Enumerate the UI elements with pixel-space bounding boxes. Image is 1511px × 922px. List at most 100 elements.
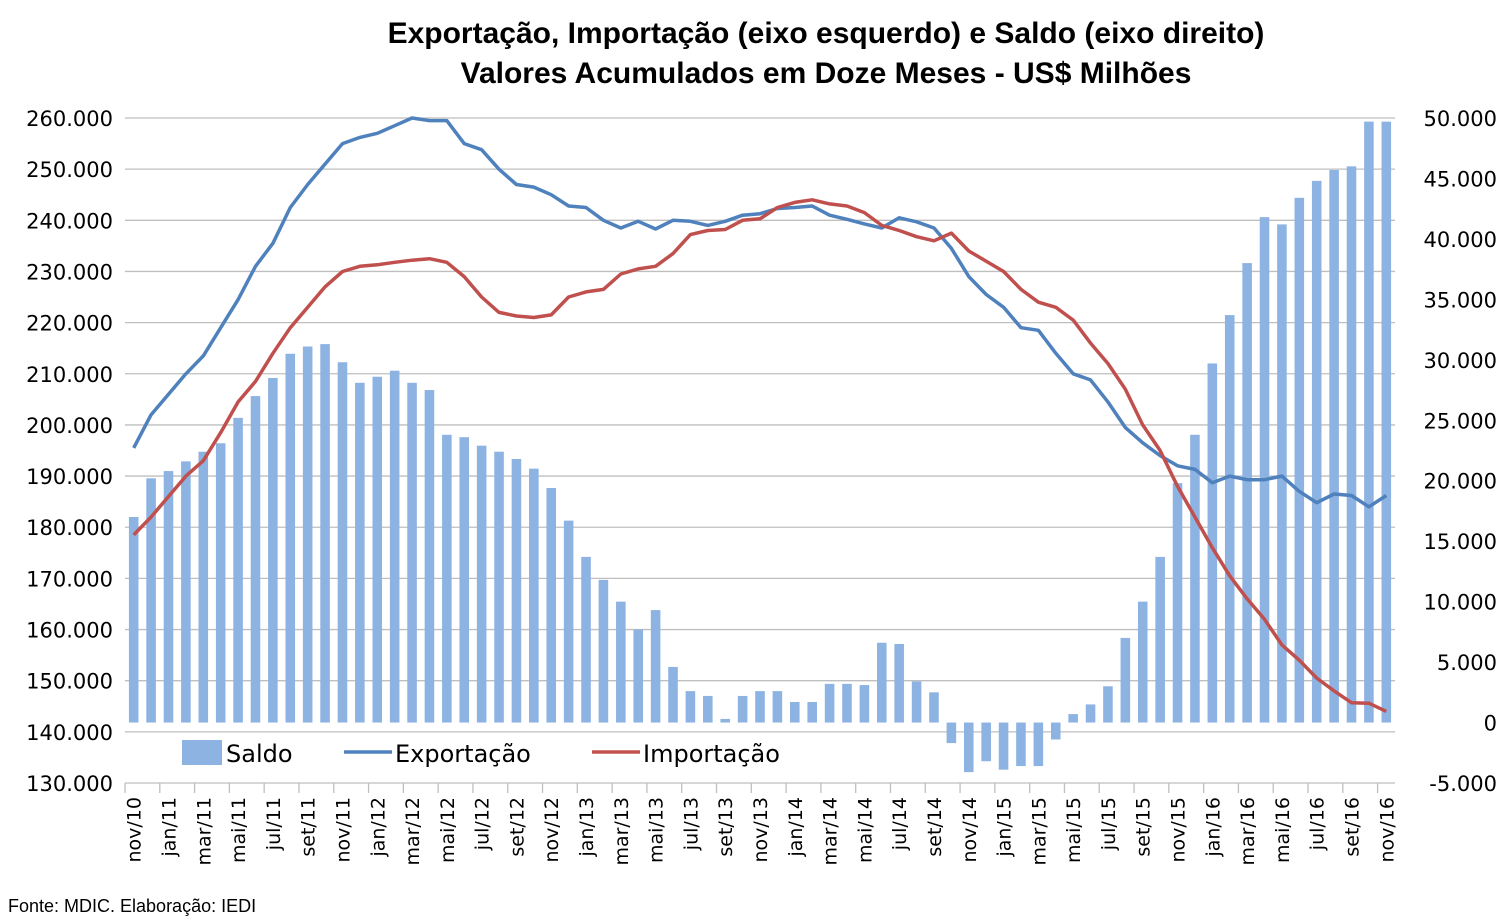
x-tick-label: jul/11 (263, 797, 285, 851)
x-tick-label: nov/10 (124, 797, 146, 863)
x-tick-label: nov/15 (1168, 797, 1190, 863)
saldo-bar (1068, 714, 1078, 723)
saldo-bar (1277, 224, 1287, 723)
saldo-bar (998, 722, 1009, 770)
saldo-bar (128, 517, 139, 723)
saldo-bar (372, 376, 383, 723)
x-tick-label: mai/11 (228, 797, 250, 863)
x-tick-label: mar/13 (611, 797, 633, 866)
saldo-bar (1120, 637, 1131, 723)
left-tick-label: 150.000 (26, 670, 113, 694)
saldo-bar (1346, 166, 1357, 723)
x-tick-label: mar/14 (820, 797, 842, 866)
saldo-bar (424, 390, 435, 723)
saldo-bar (250, 396, 261, 723)
saldo-bar (442, 434, 452, 723)
right-tick-label: 10.000 (1424, 591, 1497, 615)
left-tick-label: 240.000 (26, 209, 113, 233)
legend-label-exportacao: Exportação (395, 740, 531, 768)
x-tick-label: jan/14 (785, 797, 807, 858)
saldo-bar (268, 377, 278, 723)
left-tick-label: 230.000 (26, 260, 113, 284)
saldo-bar (1381, 121, 1392, 723)
x-tick-label: mai/14 (854, 797, 876, 863)
x-tick-label: nov/11 (332, 797, 354, 863)
chart-title: Exportação, Importação (eixo esquerdo) e… (388, 17, 1265, 50)
left-tick-label: 140.000 (26, 721, 113, 745)
saldo-bar (1103, 686, 1113, 723)
saldo-bar (1224, 315, 1235, 723)
x-tick-label: nov/12 (541, 797, 563, 863)
saldo-bar (1155, 556, 1165, 723)
saldo-bar (633, 629, 644, 723)
saldo-bar (685, 691, 696, 723)
saldo-bar (1172, 483, 1183, 723)
left-tick-label: 220.000 (26, 312, 113, 336)
saldo-bar (911, 681, 922, 723)
legend-label-importacao: Importação (643, 740, 780, 768)
chart-subtitle: Valores Acumulados em Doze Meses - US$ M… (461, 57, 1192, 90)
gridlines (125, 117, 1395, 733)
right-axis-ticks: 50.000 45.000 40.000 35.000 30.000 25.000 20.0… (1424, 107, 1497, 796)
right-tick-label: 45.000 (1424, 167, 1497, 191)
x-tick-label: mar/12 (402, 797, 424, 866)
right-tick-label: 50.000 (1424, 107, 1497, 131)
x-tick-label: jul/14 (889, 797, 911, 851)
x-tick-label: jan/15 (994, 797, 1016, 858)
x-tick-label: set/14 (924, 797, 946, 857)
saldo-bar (581, 556, 591, 723)
saldo-bar (703, 695, 713, 723)
left-tick-label: 130.000 (26, 772, 113, 796)
x-tick-label: nov/16 (1376, 797, 1398, 863)
saldo-bar (1294, 197, 1305, 723)
saldo-bar (494, 451, 504, 723)
saldo-bar (476, 445, 487, 723)
saldo-bar (790, 701, 800, 723)
saldo-bar (337, 362, 348, 723)
saldo-bar (529, 468, 539, 723)
saldo-bar (320, 344, 330, 723)
right-tick-label: 0 (1484, 712, 1497, 736)
saldo-bar (720, 718, 730, 723)
right-tick-label: 15.000 (1424, 530, 1497, 554)
x-tick-label: set/15 (1133, 797, 1155, 857)
saldo-bar (1364, 121, 1374, 723)
saldo-bar (563, 520, 574, 723)
saldo-bar (824, 683, 835, 723)
right-tick-label: 20.000 (1424, 470, 1497, 494)
left-tick-label: 200.000 (26, 414, 113, 438)
legend-swatch-saldo (182, 740, 222, 765)
x-tick-label: mar/11 (193, 797, 215, 866)
saldo-bar (616, 601, 626, 723)
source-note: Fonte: MDIC. Elaboração: IEDI (8, 896, 256, 916)
right-tick-label: 30.000 (1424, 349, 1497, 373)
x-tick-label: mai/15 (1063, 797, 1085, 863)
saldo-bar (842, 683, 852, 723)
saldo-bar (355, 382, 365, 723)
x-tick-label: set/13 (715, 797, 737, 857)
saldo-bar (1329, 169, 1339, 723)
x-axis: nov/10 jan/11 mar/11 mai/11 jul/11 set/11 nov/… (124, 782, 1398, 866)
x-tick-label: mar/15 (1028, 797, 1050, 866)
saldo-bar (1085, 704, 1096, 723)
saldo-bar (668, 666, 678, 723)
saldo-bar (146, 478, 156, 723)
right-tick-label: 5.000 (1437, 651, 1497, 675)
saldo-bar (859, 685, 870, 723)
saldo-bar (1311, 180, 1322, 723)
saldo-bar (302, 346, 313, 723)
x-tick-label: jan/11 (158, 797, 180, 858)
legend: Saldo Exportação Importação (182, 740, 780, 768)
saldo-bar (929, 692, 939, 723)
left-tick-label: 170.000 (26, 567, 113, 591)
saldo-bar (215, 443, 226, 723)
saldo-bar (1190, 434, 1200, 723)
saldo-bar (407, 382, 417, 723)
legend-label-saldo: Saldo (226, 740, 293, 768)
series-line-exportacao (132, 116, 1388, 509)
x-tick-label: set/16 (1342, 797, 1364, 857)
saldo-bar (876, 642, 887, 723)
left-tick-label: 260.000 (26, 107, 113, 131)
x-tick-label: nov/13 (750, 797, 772, 863)
